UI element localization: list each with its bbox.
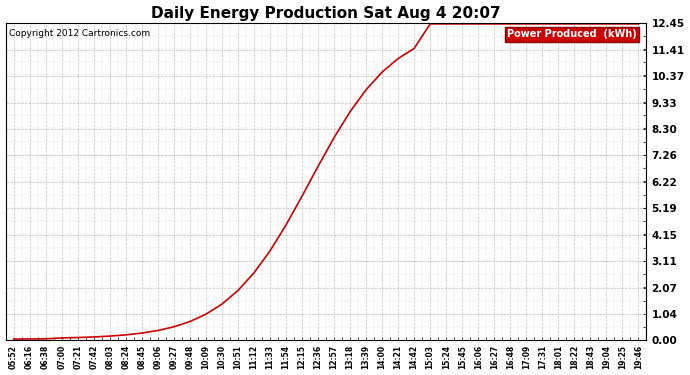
Text: Copyright 2012 Cartronics.com: Copyright 2012 Cartronics.com — [9, 30, 150, 39]
Text: Power Produced  (kWh): Power Produced (kWh) — [507, 30, 637, 39]
Title: Daily Energy Production Sat Aug 4 20:07: Daily Energy Production Sat Aug 4 20:07 — [151, 6, 501, 21]
